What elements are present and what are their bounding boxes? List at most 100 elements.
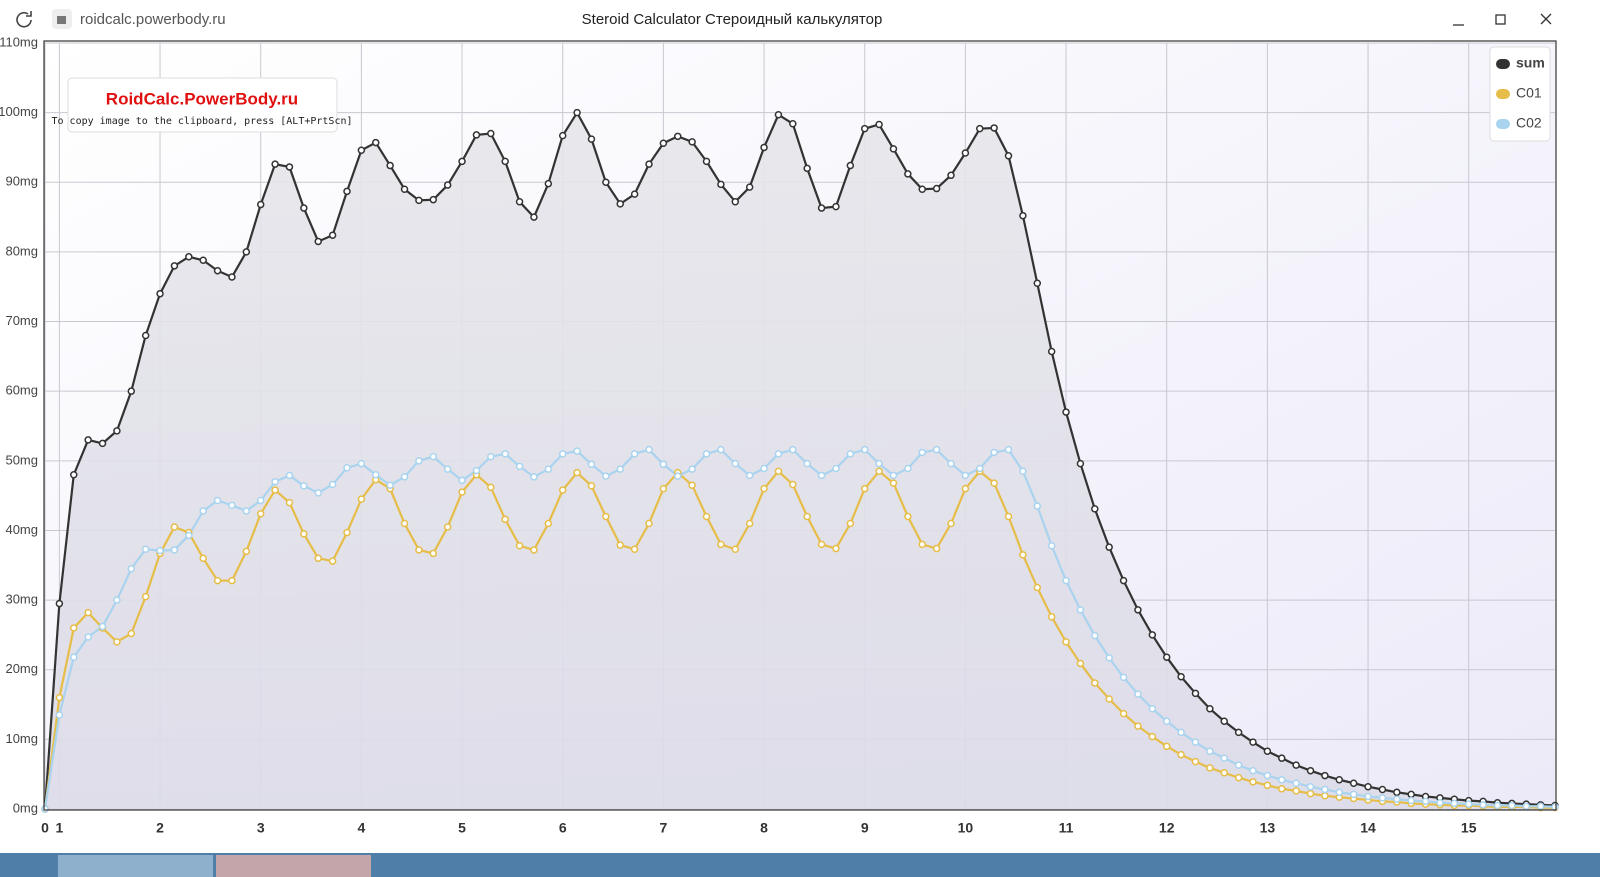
y-tick-label: 110mg [0,34,38,49]
point [170,546,179,554]
point [1479,801,1487,809]
point [630,190,639,198]
point [860,484,869,493]
point [415,196,423,205]
point [113,596,121,604]
point [98,622,107,631]
point [803,459,811,468]
point [774,467,783,476]
point [84,608,92,617]
point [400,519,409,528]
y-tick-label: 20mg [5,661,38,676]
point [1364,782,1372,791]
taskbar-item[interactable] [58,855,213,877]
point [314,489,322,497]
point [213,576,222,585]
point [1349,790,1358,799]
point [70,470,78,479]
point [1047,613,1056,621]
point [1292,779,1300,787]
point [372,138,380,147]
point [1091,679,1099,687]
point [271,486,279,494]
point [760,484,768,493]
point [98,439,107,448]
point [875,467,883,476]
point [1062,576,1070,585]
point [429,195,438,204]
point [501,157,509,166]
point [1148,732,1157,741]
point [1436,798,1444,807]
point [1134,722,1142,730]
point [1162,653,1171,661]
point [990,448,998,457]
point [659,484,668,493]
point [84,633,92,641]
x-tick-label: 15 [1461,820,1477,836]
taskbar-item[interactable] [216,855,371,877]
watermark-note: To copy image to the clipboard, press [A… [51,116,352,127]
point [1177,728,1185,737]
point [1393,795,1401,804]
point [717,540,725,549]
point [213,266,222,275]
close-button[interactable] [1540,13,1552,25]
point [1033,502,1042,510]
series-layer [41,108,1559,813]
point [1220,769,1228,777]
point [1508,801,1516,810]
point [1249,778,1257,786]
point [1047,542,1056,550]
point [487,483,495,492]
point [501,515,509,524]
point [932,184,941,193]
y-tick-label: 60mg [5,383,38,398]
point [760,143,768,152]
point [443,465,452,473]
url[interactable]: roidcalc.powerbody.ru [80,11,226,28]
point [1407,790,1415,799]
point [573,108,581,117]
x-tick-label: 3 [257,820,265,836]
point [1191,689,1200,698]
point [1234,728,1243,737]
line [43,448,1556,810]
point [947,519,955,528]
point [1148,631,1157,639]
point [1378,785,1387,794]
point [70,653,78,661]
point [1119,673,1128,682]
point [1206,704,1214,713]
point [1536,802,1545,810]
point [846,519,855,528]
point [1033,279,1042,287]
point [530,546,538,554]
point [1263,781,1272,790]
point [1076,659,1085,668]
point [860,124,869,133]
point [515,198,524,206]
point [1206,747,1214,755]
point [1062,638,1070,646]
x-tick-label: 5 [458,820,466,836]
point [961,484,970,493]
point [1349,779,1358,787]
point [256,200,265,209]
point [228,576,236,585]
y-tick-label: 70mg [5,313,38,328]
point [415,546,423,554]
point [587,460,596,469]
restore-button[interactable] [1495,14,1506,25]
point [875,459,883,468]
point [256,496,265,505]
point [515,542,524,550]
point [1134,606,1142,614]
reload-button[interactable] [16,11,32,28]
point [1019,467,1027,476]
plot-frame [43,40,1557,811]
y-tick-label: 0mg [13,800,38,815]
point [228,273,236,281]
point [630,545,639,554]
point [760,464,768,473]
